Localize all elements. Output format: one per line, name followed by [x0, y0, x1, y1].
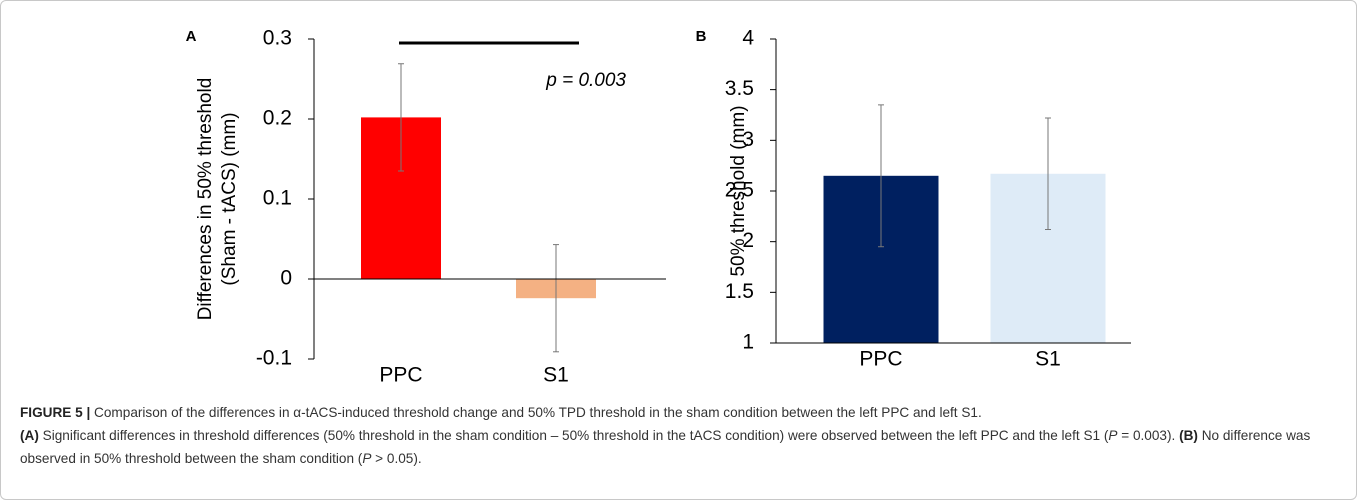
x-tick-label: PPC	[859, 348, 902, 371]
y-tick-label: 3	[742, 128, 754, 151]
y-axis-label: 50% threshold (mm)	[728, 105, 749, 276]
y-tick-label: 1	[742, 331, 754, 354]
y-tick-label: 4	[742, 27, 754, 50]
annotation: p = 0.003	[545, 70, 626, 91]
caption-text: P	[1108, 428, 1118, 443]
caption: FIGURE 5 | Comparison of the differences…	[20, 401, 1340, 470]
panel-label: A	[186, 28, 197, 45]
y-tick-label: 0.1	[263, 187, 292, 210]
y-tick-label: 0	[280, 267, 292, 290]
caption-text: Comparison of the differences in α-tACS-…	[90, 405, 982, 420]
caption-text: Significant differences in threshold dif…	[38, 428, 1109, 443]
x-tick-label: S1	[1035, 348, 1061, 371]
y-tick-label: 1.5	[725, 280, 754, 303]
y-tick-label: 3.5	[725, 77, 754, 100]
y-tick-label: -0.1	[256, 347, 292, 370]
panel-ref: (B)	[1179, 428, 1198, 443]
y-tick-label: 0.3	[263, 27, 292, 50]
caption-text: No difference was observed in 50% thresh…	[20, 428, 1311, 466]
caption-text: > 0.05).	[371, 451, 422, 466]
figure-label: FIGURE 5 |	[20, 405, 91, 420]
caption-text: P	[362, 451, 372, 466]
panel-ref: (A)	[20, 428, 39, 443]
x-tick-label: PPC	[379, 364, 422, 387]
y-tick-label: 0.2	[263, 107, 292, 130]
charts: A -0.1 0 0.1 0.2 0.3 Differences in 50% thresh…	[186, 27, 1131, 387]
y-axis-label: (Sham - tACS) (mm)	[219, 112, 240, 285]
panel-label: B	[696, 28, 707, 45]
y-tick-label: 2	[742, 229, 754, 252]
y-tick-label: 2.5	[725, 179, 754, 202]
y-axis-label: Differences in 50% threshold	[195, 78, 216, 321]
x-tick-label: S1	[543, 364, 569, 387]
caption-text: = 0.003).	[1117, 428, 1176, 443]
